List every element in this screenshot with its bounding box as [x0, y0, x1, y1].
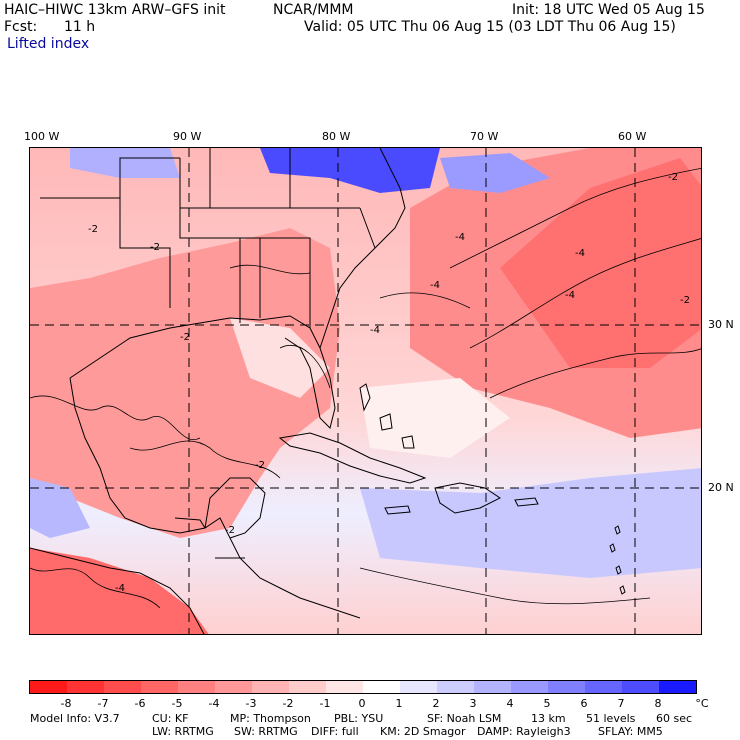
colorbar-swatch — [67, 681, 104, 693]
colorbar-swatch — [141, 681, 178, 693]
contour-label: -2 — [668, 172, 678, 183]
footer-levels: 51 levels — [586, 712, 636, 725]
footer-lw: LW: RRTMG — [152, 725, 214, 738]
footer-damp: DAMP: Rayleigh3 — [477, 725, 571, 738]
colorbar-swatch — [178, 681, 215, 693]
contour-label: -2 — [225, 525, 235, 536]
colorbar-swatch — [104, 681, 141, 693]
colorbar-swatch — [363, 681, 400, 693]
contour-label: -4 — [115, 583, 125, 594]
contour-label: -4 — [575, 248, 585, 259]
colorbar-label: -6 — [134, 697, 146, 710]
model-title: HAIC–HIWC 13km ARW–GFS init — [4, 2, 226, 18]
footer-mp: MP: Thompson — [230, 712, 311, 725]
lon-label-70w: 70 W — [470, 130, 499, 143]
lon-label-100w: 100 W — [24, 130, 60, 143]
gulf-warm-region — [30, 228, 340, 538]
lon-label-80w: 80 W — [322, 130, 351, 143]
blue-patch-mexico — [30, 478, 90, 538]
colorbar-label: °C — [695, 697, 709, 710]
footer-resolution: 13 km — [531, 712, 566, 725]
light-patch-florida — [230, 318, 330, 398]
coastlines — [30, 148, 626, 634]
contour-label: -2 — [150, 242, 160, 253]
footer-sf: SF: Noah LSM — [427, 712, 502, 725]
colorbar-swatch — [585, 681, 622, 693]
lon-label-60w: 60 W — [618, 130, 647, 143]
colorbar-swatch — [400, 681, 437, 693]
contour-label: -4 — [565, 290, 575, 301]
colorbar-label: 1 — [395, 697, 403, 710]
contour-label: -2 — [88, 224, 98, 235]
footer-diff: DIFF: full — [311, 725, 359, 738]
colorbar-swatch — [326, 681, 363, 693]
contour-label: -4 — [455, 232, 465, 243]
forecast-label: Fcst: — [4, 19, 38, 35]
lifted-index-contours — [30, 167, 701, 609]
lat-lon-grid — [30, 148, 701, 634]
colorbar-label: -3 — [245, 697, 257, 710]
colorbar-label: -1 — [319, 697, 331, 710]
colorbar-label: 4 — [506, 697, 514, 710]
atlantic-core-band — [500, 158, 701, 368]
colorbar-swatch — [511, 681, 548, 693]
contour-label: -2 — [255, 460, 265, 471]
colorbar-label: 6 — [580, 697, 588, 710]
blue-patch-northwest — [70, 148, 180, 178]
colorbar-label: -4 — [208, 697, 220, 710]
colorbar-swatch — [474, 681, 511, 693]
footer-km: KM: 2D Smagor — [380, 725, 466, 738]
footer-pbl: PBL: YSU — [334, 712, 384, 725]
footer-sw: SW: RRTMG — [234, 725, 298, 738]
blue-patch-offshore — [440, 153, 550, 193]
colorbar-swatch — [548, 681, 585, 693]
colorbar-swatch — [289, 681, 326, 693]
field-name: Lifted index — [7, 36, 90, 52]
contour-label-group: -2 -2 -2 -4 -4 -4 -4 -2 -4 -2 -2 -2 -4 — [88, 172, 690, 594]
colorbar-label: -7 — [97, 697, 109, 710]
contour-label: -2 — [180, 332, 190, 343]
footer-timestep: 60 sec — [656, 712, 693, 725]
colorbar-label: -8 — [60, 697, 72, 710]
colorbar-swatch — [30, 681, 67, 693]
contour-label: -4 — [370, 325, 380, 336]
cold-blue-northeast — [260, 148, 440, 193]
colorbar-label: 0 — [358, 697, 366, 710]
caribbean-blue-band — [360, 468, 701, 578]
init-time: Init: 18 UTC Wed 05 Aug 15 — [512, 2, 705, 18]
lat-label-20n: 20 N — [708, 481, 734, 494]
colorbar-label: 2 — [432, 697, 440, 710]
colorbar-label: -5 — [171, 697, 183, 710]
light-patch-bahamas — [360, 378, 510, 458]
colorbar-swatch — [215, 681, 252, 693]
contour-label: -2 — [680, 295, 690, 306]
colorbar-label: 7 — [617, 697, 625, 710]
colorbar-label: 3 — [469, 697, 477, 710]
map-canvas: -2 -2 -2 -4 -4 -4 -4 -2 -4 -2 -2 -2 -4 — [30, 148, 701, 634]
colorbar-label: 8 — [654, 697, 662, 710]
colorbar-swatch — [659, 681, 696, 693]
valid-time: Valid: 05 UTC Thu 06 Aug 15 (03 LDT Thu … — [304, 19, 676, 35]
lat-label-30n: 30 N — [708, 318, 734, 331]
footer-model-info: Model Info: V3.7 — [30, 712, 120, 725]
footer-sflay: SFLAY: MM5 — [598, 725, 663, 738]
colorbar-label: 5 — [543, 697, 551, 710]
colorbar-label: -2 — [282, 697, 294, 710]
colorbar-swatch — [437, 681, 474, 693]
footer-cu: CU: KF — [152, 712, 189, 725]
lifted-index-map: -2 -2 -2 -4 -4 -4 -4 -2 -4 -2 -2 -2 -4 — [29, 147, 702, 635]
colorbar-swatch — [622, 681, 659, 693]
colorbar — [29, 680, 697, 694]
contour-label: -4 — [430, 280, 440, 291]
colorbar-swatch — [252, 681, 289, 693]
forecast-hours: 11 h — [64, 19, 96, 35]
lon-label-90w: 90 W — [173, 130, 202, 143]
organization: NCAR/MMM — [273, 2, 354, 18]
